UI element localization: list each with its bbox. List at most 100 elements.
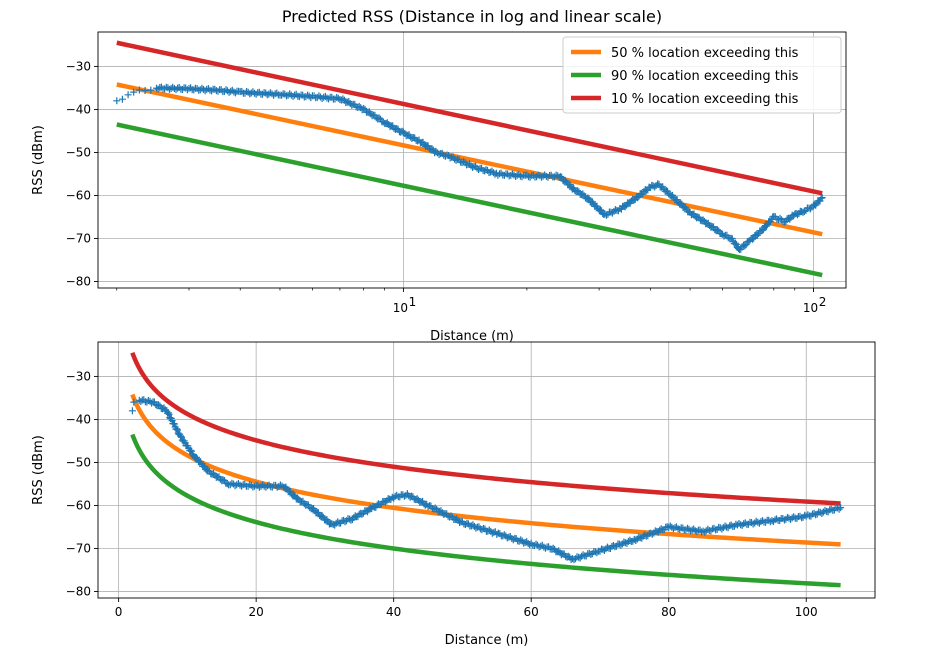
y-tick-label: −40	[66, 412, 91, 426]
data-point	[608, 209, 616, 217]
x-tick-label: 0	[115, 605, 123, 619]
data-point	[375, 114, 383, 122]
chart-panel-2: −30 −40 −50 −60 −70 −80 0 20 40 60 80 100 Distance (…	[31, 341, 876, 648]
series-line-3	[130, 351, 841, 506]
data-point	[800, 208, 808, 215]
data-point	[810, 509, 818, 517]
data-point	[164, 409, 172, 417]
data-point	[634, 194, 642, 202]
measured-points	[113, 83, 826, 254]
data-point	[192, 453, 200, 461]
data-point	[584, 194, 592, 202]
series-line-3	[116, 40, 823, 196]
data-point	[732, 240, 740, 248]
data-point	[446, 154, 454, 162]
legend-entry: 10 % location exceeding this	[611, 92, 799, 107]
data-point	[469, 163, 477, 171]
data-point	[574, 187, 582, 195]
data-point	[835, 505, 843, 513]
data-point	[758, 226, 766, 234]
data-point	[818, 510, 826, 517]
data-point	[827, 505, 835, 513]
data-point	[478, 526, 486, 534]
data-point	[804, 511, 812, 519]
data-point	[521, 538, 529, 546]
data-point	[177, 433, 185, 441]
data-point	[170, 420, 178, 428]
data-point	[648, 530, 656, 538]
y-tick-label: −70	[66, 542, 91, 556]
axes-frame	[97, 31, 847, 289]
data-point	[602, 211, 610, 219]
data-point	[723, 523, 730, 531]
data-point	[621, 539, 629, 547]
data-point	[435, 151, 443, 159]
data-point	[817, 194, 825, 202]
y-axis-label: RSS (dBm)	[31, 125, 46, 195]
data-point	[657, 525, 665, 533]
data-point	[632, 537, 640, 544]
legend: 50 % location exceeding this 90 % locatio…	[562, 36, 842, 114]
data-point	[727, 521, 735, 529]
data-point	[399, 128, 407, 136]
data-point	[339, 95, 347, 103]
data-point	[452, 156, 460, 164]
data-point	[737, 521, 745, 529]
data-point	[381, 498, 389, 506]
data-point	[542, 544, 549, 552]
data-point	[323, 94, 331, 102]
data-point	[227, 87, 235, 95]
series-line-2	[116, 122, 823, 278]
data-point	[177, 432, 184, 440]
data-point	[635, 533, 643, 541]
legend-entry: 50 % location exceeding this	[611, 46, 799, 61]
data-point	[713, 226, 721, 234]
data-point	[360, 104, 368, 112]
data-point	[254, 482, 262, 490]
data-point	[500, 531, 508, 539]
y-tick-label: −30	[66, 369, 91, 383]
data-point	[517, 536, 525, 544]
data-point	[251, 482, 258, 490]
data-point	[763, 222, 770, 230]
data-point	[355, 102, 363, 110]
x-tick-label: 40	[386, 605, 401, 619]
y-axis-label: RSS (dBm)	[31, 435, 46, 505]
data-point	[621, 203, 629, 211]
data-point	[516, 172, 524, 180]
data-point	[749, 235, 756, 243]
data-point	[611, 206, 619, 214]
data-point	[537, 542, 545, 550]
x-axis-label: Distance (m)	[430, 329, 514, 344]
data-point	[203, 85, 211, 93]
data-point	[226, 481, 234, 489]
data-point	[432, 147, 440, 155]
data-point	[677, 199, 685, 207]
data-point	[768, 517, 776, 525]
x-axis-label: Distance (m)	[445, 633, 529, 648]
data-point	[674, 525, 682, 533]
data-point	[488, 167, 496, 175]
data-point	[542, 172, 550, 180]
data-point	[728, 235, 736, 243]
data-point	[271, 90, 279, 98]
data-point	[174, 426, 181, 434]
data-point	[264, 482, 271, 490]
y-tick-label: −60	[66, 498, 91, 512]
data-point	[241, 89, 249, 97]
data-point	[518, 173, 526, 181]
data-point	[688, 526, 696, 534]
x-tick-label: 60	[524, 605, 539, 619]
data-point	[609, 542, 617, 549]
data-point	[320, 93, 328, 101]
legend-entry: 90 % location exceeding this	[611, 69, 799, 84]
data-point	[204, 466, 212, 474]
data-point	[153, 84, 160, 92]
data-point	[600, 547, 608, 554]
data-point	[607, 208, 615, 216]
measured-points	[128, 396, 845, 564]
y-tick-label: −50	[66, 455, 91, 469]
x-tick-label: 10	[393, 301, 408, 315]
